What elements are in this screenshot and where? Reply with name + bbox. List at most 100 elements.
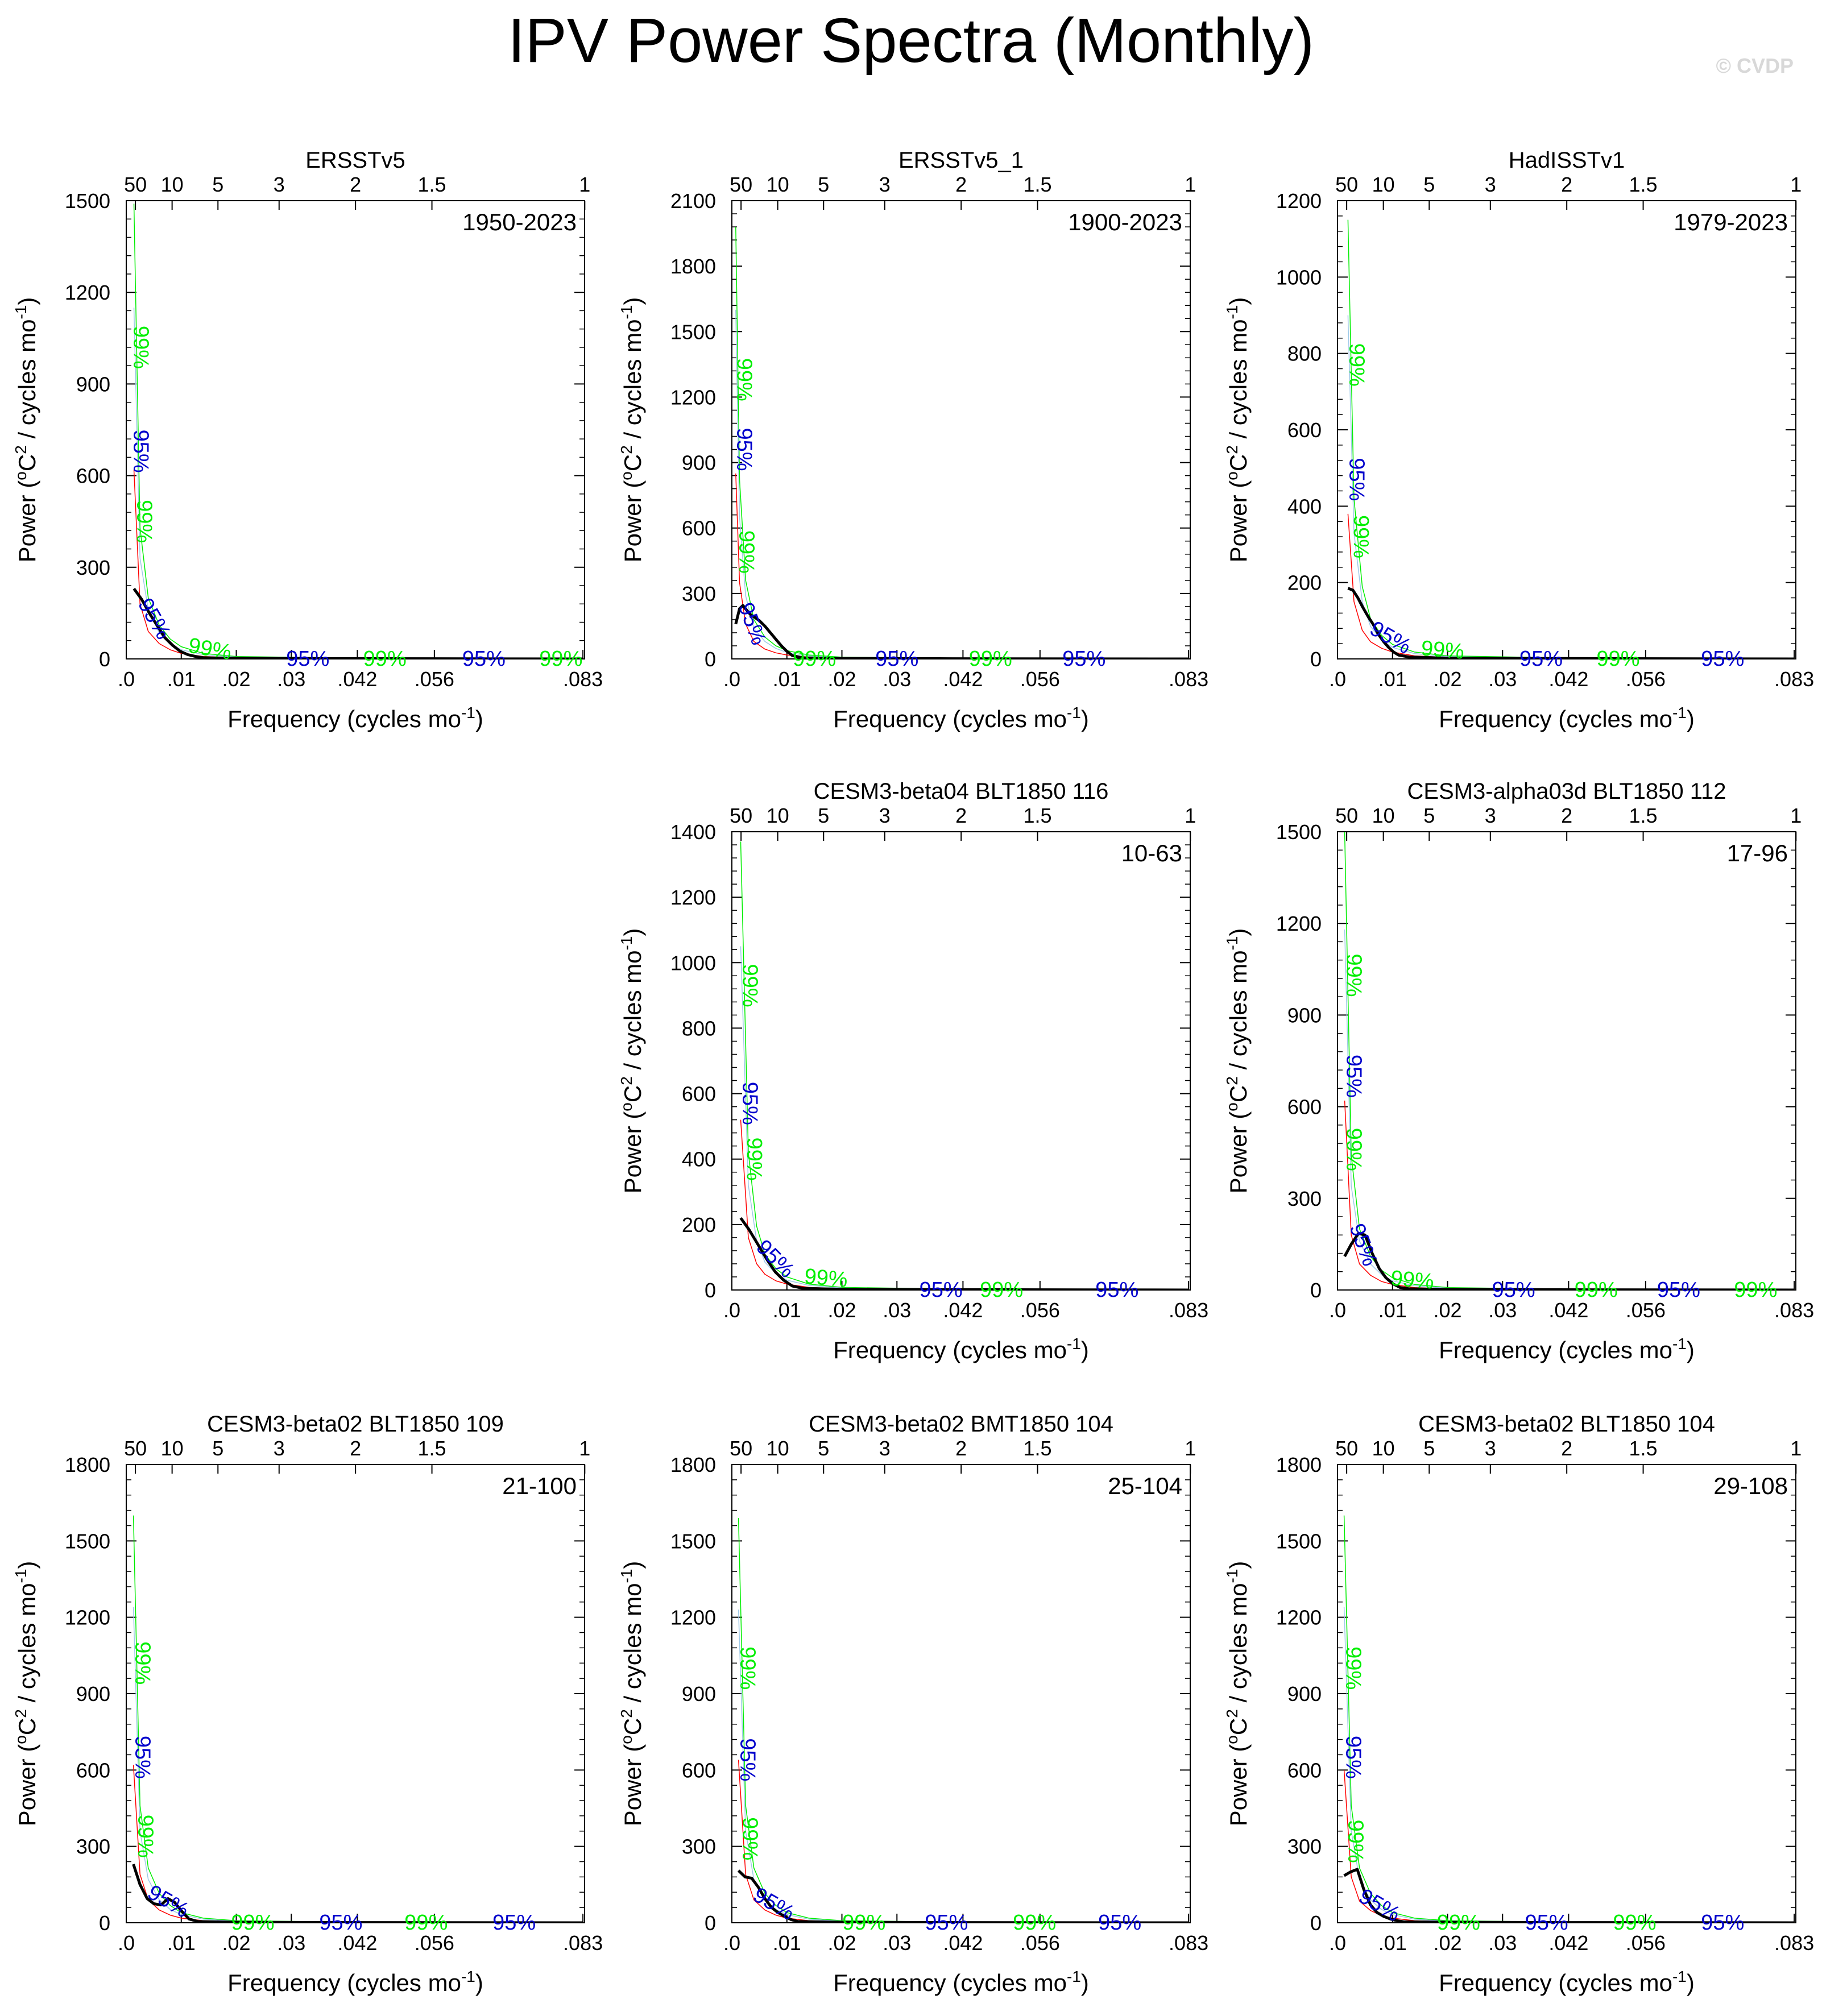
x-tick-label: .0 bbox=[723, 1931, 740, 1955]
x-tick-label: .02 bbox=[222, 1931, 250, 1955]
panel-title: CESM3-beta02 BMT1850 104 bbox=[809, 1412, 1113, 1437]
top-tick-label: 50 bbox=[1335, 173, 1358, 196]
confidence-label: 95% bbox=[751, 1235, 798, 1283]
series-c95 bbox=[1344, 929, 1795, 1290]
series-c95 bbox=[738, 1610, 1189, 1923]
x-tick-label: .02 bbox=[1433, 1931, 1461, 1955]
y-axis-label: Power (oC2 / cycles mo-1) bbox=[618, 297, 646, 563]
confidence-label: 99% bbox=[1343, 1820, 1367, 1863]
series-c99 bbox=[133, 204, 583, 659]
confidence-label: 99% bbox=[804, 1264, 848, 1292]
series-spectrum bbox=[739, 1217, 1189, 1290]
y-tick-label: 1500 bbox=[670, 320, 716, 343]
top-tick-label: 3 bbox=[1485, 1437, 1496, 1460]
y-tick-label: 1500 bbox=[65, 1529, 110, 1553]
x-tick-label: .01 bbox=[1378, 1931, 1407, 1955]
y-tick-label: 0 bbox=[1310, 1279, 1322, 1302]
y-tick-label: 1200 bbox=[1276, 1606, 1322, 1629]
x-tick-label: .02 bbox=[827, 667, 856, 691]
x-axis-label: Frequency (cycles mo-1) bbox=[1439, 704, 1695, 732]
top-tick-label: 5 bbox=[212, 173, 223, 196]
x-tick-label: .042 bbox=[943, 1931, 983, 1955]
top-tick-label: 5 bbox=[212, 1437, 223, 1460]
panel-6: CESM3-beta02 BLT1850 109 21-100 0 300 600 900… bbox=[12, 1412, 603, 1996]
y-tick-label: 0 bbox=[99, 648, 110, 671]
y-axis-label: Power (oC2 / cycles mo-1) bbox=[618, 928, 646, 1194]
series-spectrum bbox=[132, 587, 583, 659]
top-tick-label: 1.5 bbox=[1024, 173, 1052, 196]
series-c95 bbox=[735, 309, 1189, 659]
series-group bbox=[739, 841, 1189, 1290]
y-tick-label: 300 bbox=[76, 556, 110, 579]
confidence-label: 95% bbox=[920, 1278, 963, 1302]
x-tick-label: .01 bbox=[167, 667, 196, 691]
x-axis-label: Frequency (cycles mo-1) bbox=[227, 704, 483, 732]
panel-title: ERSSTv5 bbox=[305, 148, 405, 173]
top-tick-label: 5 bbox=[818, 804, 829, 827]
y-tick-label: 0 bbox=[1310, 1911, 1322, 1935]
top-tick-label: 5 bbox=[818, 1437, 829, 1460]
confidence-label: 95% bbox=[1062, 647, 1105, 671]
x-tick-label: .042 bbox=[943, 667, 983, 691]
top-tick-label: 50 bbox=[1335, 804, 1358, 827]
top-tick-label: 1.5 bbox=[418, 1437, 446, 1460]
series-c95 bbox=[1343, 1607, 1795, 1923]
confidence-label: 95% bbox=[319, 1911, 362, 1935]
confidence-label: 95% bbox=[735, 1738, 759, 1781]
x-tick-label: .01 bbox=[1378, 1299, 1407, 1322]
confidence-label: 95% bbox=[286, 647, 329, 671]
x-tick-label: .03 bbox=[883, 1299, 911, 1322]
confidence-label: 95% bbox=[130, 1736, 154, 1779]
top-tick-label: 50 bbox=[730, 804, 752, 827]
x-axis-label: Frequency (cycles mo-1) bbox=[833, 1968, 1089, 1996]
x-tick-label: .083 bbox=[1774, 667, 1814, 691]
x-tick-label: .01 bbox=[773, 1299, 801, 1322]
y-tick-label: 1800 bbox=[65, 1453, 110, 1476]
top-tick-label: 3 bbox=[1485, 804, 1496, 827]
top-tick-label: 10 bbox=[1372, 173, 1395, 196]
y-tick-label: 1400 bbox=[670, 820, 716, 844]
confidence-label: 99% bbox=[1613, 1911, 1656, 1935]
confidence-label: 99% bbox=[1341, 954, 1365, 997]
x-tick-label: .03 bbox=[1488, 1299, 1517, 1322]
confidence-label: 99% bbox=[980, 1278, 1023, 1302]
top-tick-label: 1.5 bbox=[1024, 804, 1052, 827]
series-red-noise bbox=[133, 469, 583, 659]
series-group bbox=[734, 227, 1189, 659]
y-tick-label: 1800 bbox=[670, 255, 716, 278]
y-tick-label: 0 bbox=[1310, 648, 1322, 671]
series-spectrum bbox=[1347, 587, 1795, 659]
confidence-label: 95% bbox=[462, 647, 506, 671]
series-group bbox=[1343, 832, 1795, 1290]
x-tick-label: .0 bbox=[723, 1299, 740, 1322]
x-tick-label: .03 bbox=[277, 667, 305, 691]
top-tick-label: 1.5 bbox=[418, 173, 446, 196]
x-tick-label: .0 bbox=[1329, 1299, 1346, 1322]
y-tick-label: 1200 bbox=[670, 1606, 716, 1629]
series-spectrum bbox=[1343, 1232, 1795, 1290]
confidence-label: 99% bbox=[1349, 515, 1373, 558]
x-tick-label: .01 bbox=[773, 667, 801, 691]
top-tick-label: 1 bbox=[579, 173, 590, 196]
y-axis-label: Power (oC2 / cycles mo-1) bbox=[12, 1561, 40, 1827]
y-tick-label: 900 bbox=[1287, 1003, 1322, 1027]
y-tick-label: 1200 bbox=[1276, 189, 1322, 213]
y-tick-label: 600 bbox=[682, 1758, 716, 1782]
confidence-label: 99% bbox=[1344, 343, 1368, 387]
x-tick-label: .0 bbox=[1329, 667, 1346, 691]
series-c95 bbox=[1347, 315, 1795, 659]
period-label: 1900-2023 bbox=[1068, 209, 1182, 235]
y-tick-label: 1200 bbox=[1276, 912, 1322, 935]
y-tick-label: 600 bbox=[682, 517, 716, 540]
y-tick-label: 600 bbox=[1287, 1096, 1322, 1119]
top-tick-label: 1 bbox=[1185, 173, 1196, 196]
x-tick-label: .083 bbox=[1774, 1931, 1814, 1955]
x-axis-label: Frequency (cycles mo-1) bbox=[833, 1335, 1089, 1363]
confidence-label: 99% bbox=[1575, 1278, 1618, 1302]
confidence-label: 99% bbox=[363, 647, 407, 671]
confidence-label: 99% bbox=[1341, 1646, 1365, 1690]
y-tick-label: 1000 bbox=[670, 951, 716, 974]
confidence-label: 99% bbox=[969, 647, 1012, 671]
top-tick-label: 3 bbox=[879, 804, 891, 827]
